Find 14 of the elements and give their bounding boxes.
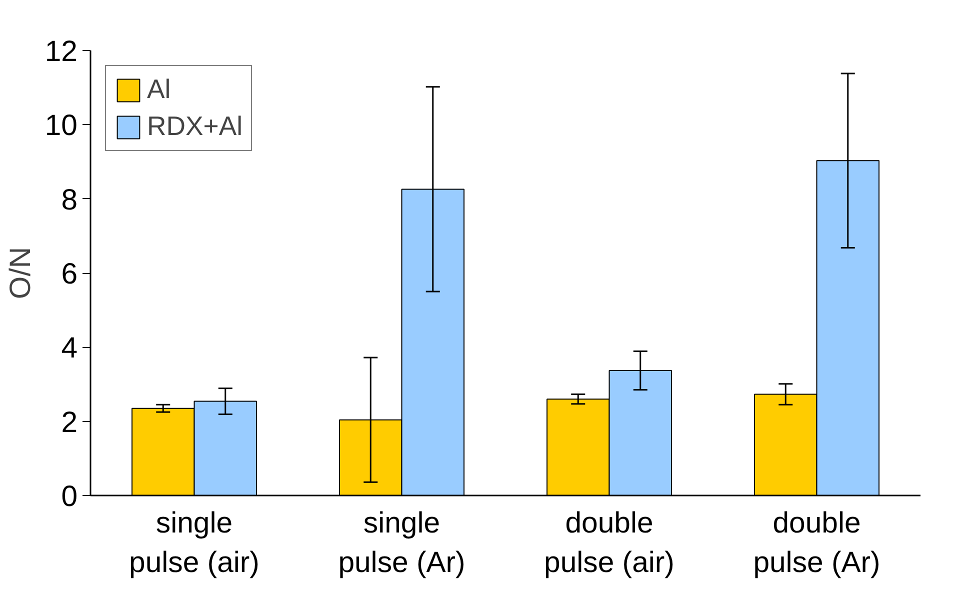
legend-label: RDX+Al — [147, 111, 243, 142]
x-tick-label: double pulse (Ar) — [753, 506, 880, 580]
y-tick-label: 6 — [61, 258, 78, 290]
x-tick-label: single pulse (Ar) — [338, 506, 466, 580]
y-tick-label: 2 — [61, 406, 78, 439]
x-tick-label: single pulse (air) — [129, 506, 260, 580]
y-tick-label: 4 — [61, 332, 78, 365]
y-tick-label: 10 — [44, 109, 78, 142]
x-tick-label: double pulse (air) — [544, 506, 674, 580]
y-tick-label: 0 — [61, 480, 78, 513]
legend-label: Al — [147, 74, 171, 105]
y-tick-label: 8 — [61, 183, 78, 216]
y-axis-title: O/N — [4, 246, 37, 300]
y-tick-label: 12 — [44, 35, 78, 68]
